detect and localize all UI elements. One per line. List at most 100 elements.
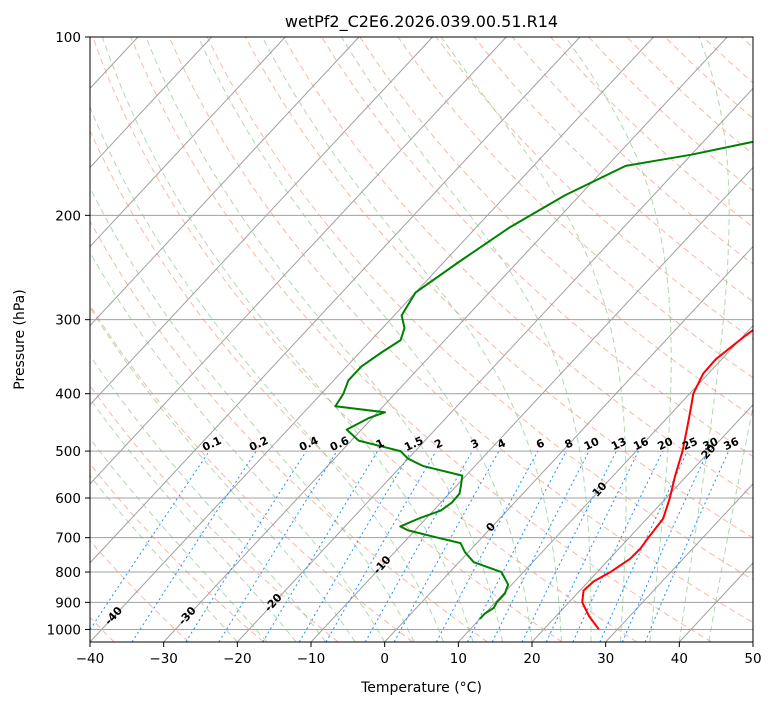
x-tick-label: 50 (744, 651, 761, 667)
mixing-ratio-line (298, 450, 412, 642)
isotherm-line (752, 641, 753, 642)
mixing-ratio-line (572, 450, 664, 642)
temperature-trace (581, 328, 753, 631)
moist-adiabat (90, 354, 327, 642)
dry-adiabat (397, 37, 753, 379)
moist-adiabat (261, 37, 562, 642)
mixing-ratio-line (621, 450, 709, 642)
background-grid (0, 37, 753, 642)
x-tick-label: 30 (597, 651, 614, 667)
isotherm-line (90, 37, 581, 564)
y-tick-label: 600 (55, 491, 81, 507)
dry-adiabat (90, 462, 264, 642)
dry-adiabat (473, 37, 753, 303)
dewpoint-trace (334, 140, 753, 620)
isotherm-line (90, 37, 360, 327)
x-tick-label: 10 (450, 651, 467, 667)
mixing-ratio-label: 13 (609, 435, 628, 453)
dry-adiabat (321, 37, 753, 458)
x-tick-label: 0 (380, 651, 389, 667)
dry-adiabat (130, 37, 712, 642)
x-tick-label: −10 (297, 651, 326, 667)
dry-adiabat (244, 37, 753, 539)
moist-adiabat (678, 37, 730, 642)
mixing-ratio-line (262, 450, 379, 642)
mixing-ratio-label: 36 (722, 435, 742, 453)
y-tick-label: 200 (55, 208, 81, 224)
chart-title: wetPf2_C2E6.2026.039.00.51.R14 (285, 12, 558, 32)
moist-adiabat (440, 37, 627, 642)
mixing-ratio-label: 3 (469, 436, 481, 451)
moist-adiabat (145, 37, 504, 642)
dry-adiabat (90, 540, 190, 642)
mixing-ratio-line (131, 450, 257, 642)
moist-adiabat (197, 37, 533, 642)
axes: −40 −30 −20 −10 0 10 20 30 40 50 1000 900 800 700 600 5… (47, 30, 762, 667)
mixing-ratio-label: 2 (432, 436, 444, 451)
dry-adiabat (90, 304, 414, 642)
dry-adiabat (168, 37, 753, 624)
moist-adiabat (565, 37, 672, 642)
sounding-traces (334, 140, 753, 631)
dry-adiabat (206, 37, 753, 581)
isotherm-line (605, 483, 753, 642)
x-tick-label: −20 (223, 651, 252, 667)
mixing-ratio-line (325, 450, 437, 642)
mixing-ratio-line (599, 450, 688, 642)
isotherm-line (90, 37, 433, 406)
dry-adiabat (283, 37, 753, 498)
mixing-ratio-label: 10 (582, 435, 602, 453)
y-tick-label: 800 (55, 565, 81, 581)
isotherm-line (236, 87, 753, 642)
mixing-ratio-label: 4 (495, 436, 508, 451)
x-tick-label: −30 (149, 651, 178, 667)
dry-adiabat (90, 129, 563, 642)
isotherm-line (90, 37, 212, 169)
mixing-ratio-label: 6 (534, 436, 547, 451)
isotherm-line (384, 245, 753, 642)
moist-adiabat (90, 437, 268, 642)
dry-adiabat (664, 37, 753, 120)
moist-adiabat (708, 404, 753, 642)
dry-adiabat (90, 384, 339, 642)
moist-adiabat (90, 251, 386, 642)
moist-adiabat (90, 397, 297, 642)
dry-adiabat (92, 37, 638, 642)
y-tick-label: 100 (55, 30, 81, 46)
isotherm-line (90, 37, 286, 248)
mixing-ratio-label: 30 (701, 435, 721, 453)
y-axis-label: Pressure (hPa) (12, 289, 28, 389)
mixing-ratio-label: 1 (374, 436, 386, 451)
mixing-ratio-line (491, 450, 590, 642)
mixing-ratio-label: 20 (656, 435, 676, 453)
isotherm-line (90, 37, 654, 642)
mixing-ratio-label: 16 (631, 435, 651, 453)
isotherm-line (531, 404, 753, 642)
y-tick-label: 1000 (47, 622, 81, 638)
moist-adiabat (101, 37, 474, 642)
isotherm-line (163, 37, 728, 642)
mixing-ratio-line (467, 450, 567, 642)
y-tick-label: 500 (55, 444, 81, 460)
dry-adiabat (512, 37, 753, 265)
mixing-ratio-line (393, 450, 500, 642)
moist-adiabat (90, 186, 415, 642)
x-tick-label: 20 (523, 651, 540, 667)
y-tick-label: 400 (55, 387, 81, 403)
isotherm-line (310, 166, 753, 642)
isotherm-line (90, 37, 507, 485)
x-tick-label: 40 (671, 651, 688, 667)
moist-adiabat (90, 474, 238, 642)
moist-adiabat (90, 306, 356, 642)
x-axis-label: Temperature (°C) (360, 680, 482, 696)
moist-adiabat (90, 105, 445, 642)
y-tick-label: 900 (55, 595, 81, 611)
mixing-ratio-line (545, 450, 639, 642)
mixing-ratio-line (435, 450, 539, 642)
mixing-ratio-line (218, 450, 338, 642)
mixing-ratio-label: 25 (680, 435, 699, 453)
dry-adiabat (435, 37, 753, 340)
isotherm-line (0, 37, 64, 642)
dry-adiabat (90, 220, 488, 642)
